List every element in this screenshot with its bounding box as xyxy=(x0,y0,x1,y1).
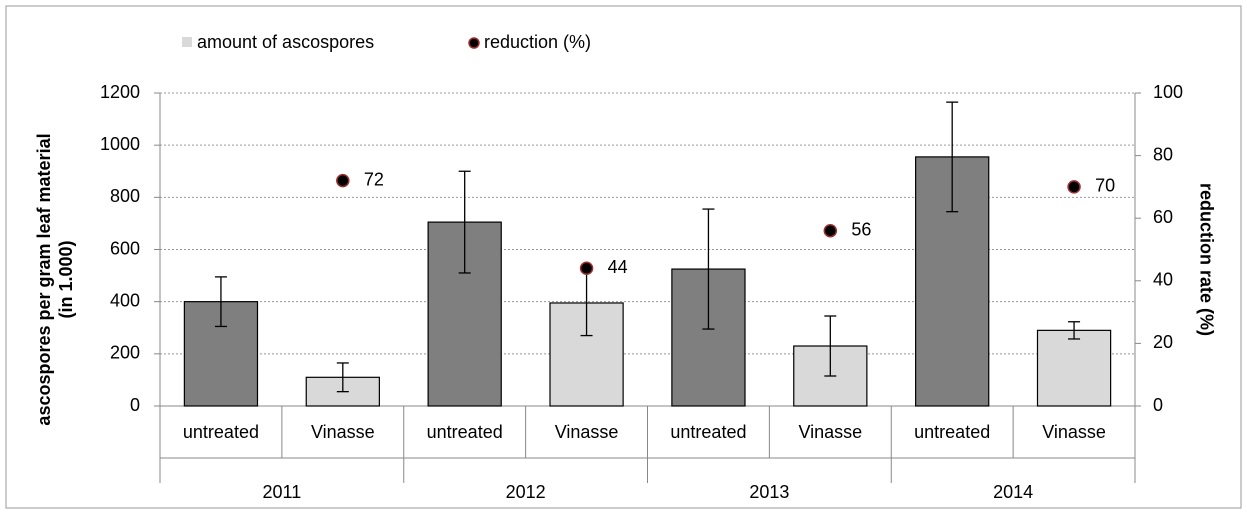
y-tick-label: 1200 xyxy=(100,82,140,102)
x-group-label: 2011 xyxy=(263,482,302,502)
x-tick-label: Vinasse xyxy=(311,422,375,442)
y-tick-label: 800 xyxy=(110,186,140,206)
y2-tick-label: 100 xyxy=(1153,82,1183,102)
y2-tick-label: 20 xyxy=(1153,332,1173,352)
y2-tick-label: 0 xyxy=(1153,395,1163,415)
y-axis-label: ascospores per gram leaf material xyxy=(34,133,54,425)
point xyxy=(336,173,350,188)
legend-label: amount of ascospores xyxy=(197,32,374,52)
x-tick-label: Vinasse xyxy=(555,422,619,442)
y-tick-label: 200 xyxy=(110,343,140,363)
x-group-label: 2014 xyxy=(993,482,1033,502)
data-label: 72 xyxy=(364,169,384,189)
point xyxy=(823,223,838,238)
y2-axis-label: reduction rate (%) xyxy=(1196,183,1216,336)
data-label: 44 xyxy=(608,257,628,277)
legend-label: reduction (%) xyxy=(484,32,591,52)
y-axis-label: (in 1.000) xyxy=(56,240,76,318)
point xyxy=(1067,180,1081,194)
y-tick-label: 1000 xyxy=(100,134,140,154)
x-tick-label: untreated xyxy=(914,422,990,442)
y-tick-label: 0 xyxy=(130,395,140,415)
x-tick-label: Vinasse xyxy=(1042,422,1106,442)
x-tick-label: untreated xyxy=(427,422,503,442)
x-tick-label: Vinasse xyxy=(798,422,862,442)
data-label: 70 xyxy=(1095,176,1115,196)
x-group-label: 2013 xyxy=(749,482,789,502)
bar xyxy=(1036,329,1112,407)
x-tick-label: untreated xyxy=(670,422,746,442)
y2-tick-label: 80 xyxy=(1153,144,1173,164)
legend-marker xyxy=(468,37,480,49)
x-group-label: 2012 xyxy=(506,482,546,502)
x-tick-label: untreated xyxy=(183,422,259,442)
chart-frame xyxy=(5,5,1242,509)
point xyxy=(579,261,594,276)
y2-tick-label: 60 xyxy=(1153,207,1173,227)
y2-tick-label: 40 xyxy=(1153,270,1173,290)
legend-swatch xyxy=(182,37,192,47)
data-label: 56 xyxy=(851,219,871,239)
y-tick-label: 400 xyxy=(110,290,140,310)
y-tick-label: 600 xyxy=(110,238,140,258)
